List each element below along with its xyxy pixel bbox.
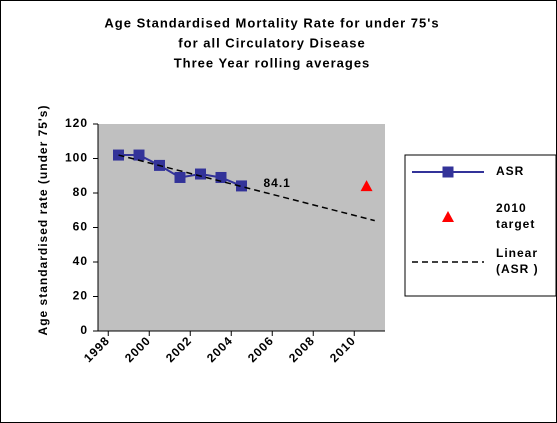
y-tick-label: 100 [65, 151, 88, 165]
legend-label: ASR [496, 164, 524, 178]
marker [174, 171, 186, 183]
chart-title: for all Circulatory Disease [178, 35, 365, 50]
y-tick-label: 0 [80, 323, 88, 337]
legend-marker [442, 211, 454, 222]
legend-marker [442, 166, 454, 178]
y-tick-label: 40 [73, 254, 88, 268]
y-tick-label: 60 [73, 220, 88, 234]
chart-title: Three Year rolling averages [174, 55, 371, 70]
marker [215, 171, 227, 183]
legend-label: Linear (ASR ) [496, 246, 539, 276]
series-line [118, 154, 375, 222]
chart-title: Age Standardised Mortality Rate for unde… [104, 15, 439, 30]
y-tick-label: 120 [65, 116, 88, 130]
y-tick-label: 80 [73, 185, 88, 199]
data-label: 84.1 [264, 176, 291, 190]
legend-box [404, 154, 557, 297]
legend-label: 2010 target [496, 201, 535, 231]
y-axis-title: Age standardised rate (under 75's) [36, 105, 50, 336]
y-tick-label: 20 [73, 289, 88, 303]
marker [195, 168, 206, 180]
marker [360, 180, 373, 192]
marker [133, 149, 145, 161]
